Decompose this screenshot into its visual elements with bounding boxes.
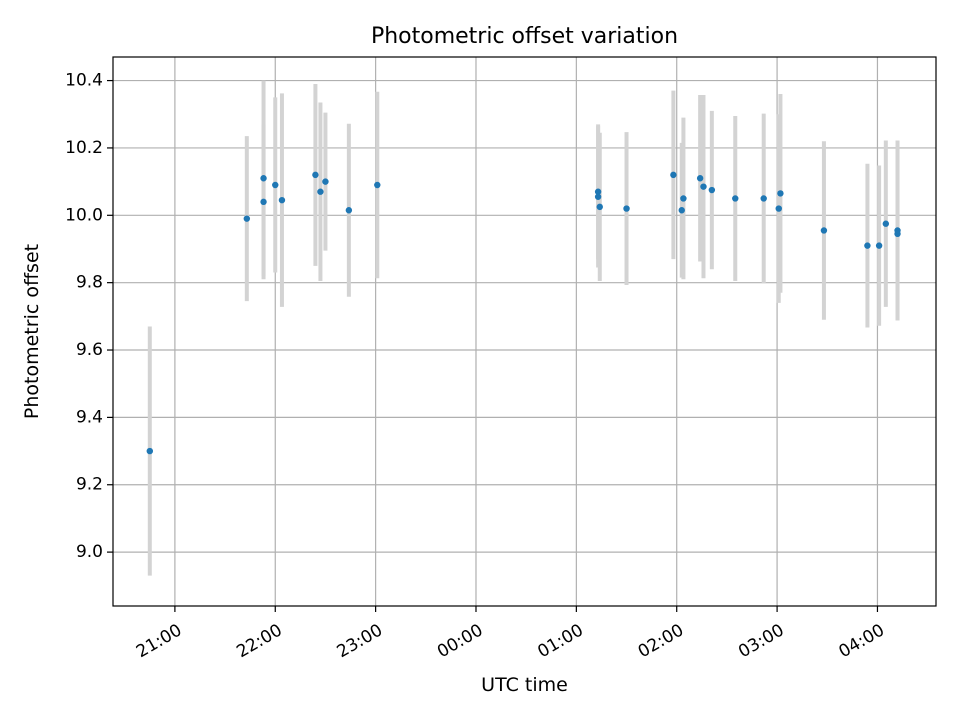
data-point	[260, 175, 267, 182]
data-point	[732, 195, 739, 202]
y-tick-label: 9.6	[76, 340, 103, 360]
data-point	[146, 447, 154, 455]
data-points	[146, 171, 901, 455]
y-tick-label: 9.2	[76, 475, 103, 495]
data-point	[882, 220, 890, 227]
data-point	[317, 188, 324, 195]
data-point	[345, 207, 353, 214]
y-tick-label: 10.2	[65, 138, 103, 158]
x-axis-label: UTC time	[481, 674, 568, 696]
data-point	[374, 181, 381, 189]
y-tick-label: 9.8	[76, 273, 103, 293]
data-point	[243, 215, 251, 222]
data-point	[894, 230, 901, 238]
data-point	[678, 207, 685, 214]
y-tick-label: 10.4	[65, 71, 103, 91]
data-point	[680, 195, 687, 202]
data-point	[312, 171, 319, 179]
plot-frame	[112, 56, 937, 607]
data-point	[278, 196, 286, 204]
data-point	[594, 193, 602, 200]
data-point	[596, 203, 603, 211]
data-point	[775, 205, 782, 212]
y-tick-label: 9.0	[76, 542, 103, 562]
data-point	[260, 198, 267, 206]
data-point	[700, 183, 707, 190]
plot-area	[113, 57, 936, 606]
y-tick-label: 9.4	[76, 407, 103, 427]
data-point	[777, 190, 784, 197]
data-point	[875, 242, 883, 249]
data-point	[696, 175, 704, 182]
data-point	[820, 227, 828, 234]
y-axis-ticks: 9.0 9.2 9.4 9.6 9.8 10.0 10.2 10.4	[65, 71, 113, 562]
data-point	[623, 205, 630, 212]
y-tick-label: 10.0	[65, 205, 103, 225]
data-point	[864, 242, 871, 249]
data-point	[708, 186, 716, 194]
data-point	[594, 188, 602, 195]
data-point	[760, 195, 767, 202]
chart-title: Photometric offset variation	[371, 24, 678, 49]
data-point	[670, 171, 677, 179]
data-point	[322, 178, 329, 185]
y-axis-label: Photometric offset	[21, 244, 43, 419]
data-point	[272, 181, 279, 189]
